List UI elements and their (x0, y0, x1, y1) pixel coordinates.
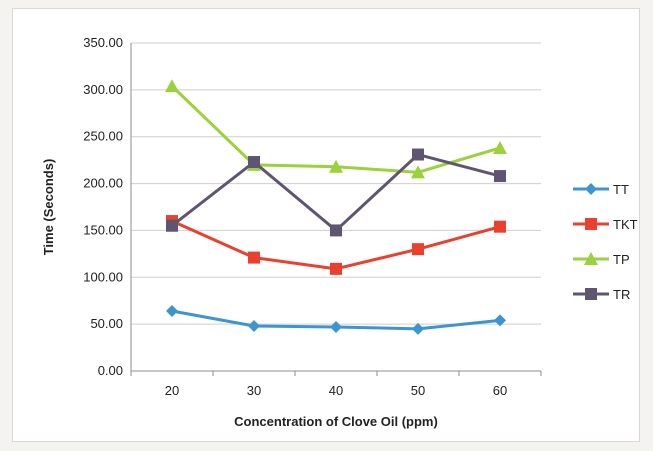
legend-item-tp: TP (573, 252, 630, 267)
data-point-tkt (494, 220, 506, 233)
legend-swatch-marker (584, 252, 598, 265)
legend-label: TR (613, 287, 630, 302)
line-chart: 0.00 50.00 100.00 150.00 200.00 250.00 300.00 3… (41, 35, 638, 429)
y-tick-label: 300.00 (83, 82, 123, 97)
legend-label: TP (613, 252, 630, 267)
x-axis-title: Concentration of Clove Oil (ppm) (234, 414, 438, 429)
data-point-tkt (330, 262, 342, 275)
legend-item-tkt: TKT (573, 217, 638, 232)
series-tt (166, 305, 506, 335)
legend-label: TT (613, 182, 629, 197)
data-point-tr (412, 148, 424, 161)
x-tick-label: 60 (493, 383, 507, 398)
legend-item-tt: TT (573, 182, 629, 197)
data-point-tt (248, 320, 260, 333)
legend-swatch-marker (585, 183, 597, 195)
x-tick-label: 40 (329, 383, 343, 398)
y-tick-label: 200.00 (83, 176, 123, 191)
data-point-tr (248, 156, 260, 169)
legend-swatch-marker (585, 218, 597, 230)
series-tr (166, 148, 506, 237)
data-point-tkt (248, 251, 260, 264)
chart-frame: 0.00 50.00 100.00 150.00 200.00 250.00 300.00 3… (12, 8, 640, 442)
axes: 0.00 50.00 100.00 150.00 200.00 250.00 300.00 3… (83, 35, 542, 398)
y-tick-label: 150.00 (83, 222, 123, 237)
data-point-tt (166, 305, 178, 318)
data-point-tr (494, 170, 506, 183)
gridlines (131, 42, 541, 372)
data-point-tt (330, 320, 342, 333)
series-layer (165, 79, 507, 335)
y-tick-label: 0.00 (98, 363, 123, 378)
data-point-tr (166, 219, 178, 232)
data-point-tt (494, 314, 506, 327)
x-tick-label: 30 (247, 383, 261, 398)
series-tkt (166, 215, 506, 275)
x-tick-label: 50 (411, 383, 425, 398)
y-tick-label: 350.00 (83, 35, 123, 50)
legend-item-tr: TR (573, 287, 630, 302)
data-point-tt (412, 322, 424, 335)
legend-label: TKT (613, 217, 638, 232)
y-tick-label: 50.00 (90, 316, 123, 331)
data-point-tr (330, 224, 342, 237)
data-point-tp (165, 79, 179, 93)
legend-swatch-marker (585, 288, 597, 300)
data-point-tp (493, 140, 507, 154)
data-point-tkt (412, 243, 424, 256)
series-line-tp (170, 85, 501, 174)
data-point-tp (411, 165, 425, 179)
y-tick-label: 250.00 (83, 129, 123, 144)
data-point-tp (329, 159, 343, 173)
x-tick-label: 20 (165, 383, 179, 398)
legend: TT TKT TP TR (573, 182, 638, 302)
y-axis-title: Time (Seconds) (41, 159, 56, 256)
y-tick-label: 100.00 (83, 269, 123, 284)
